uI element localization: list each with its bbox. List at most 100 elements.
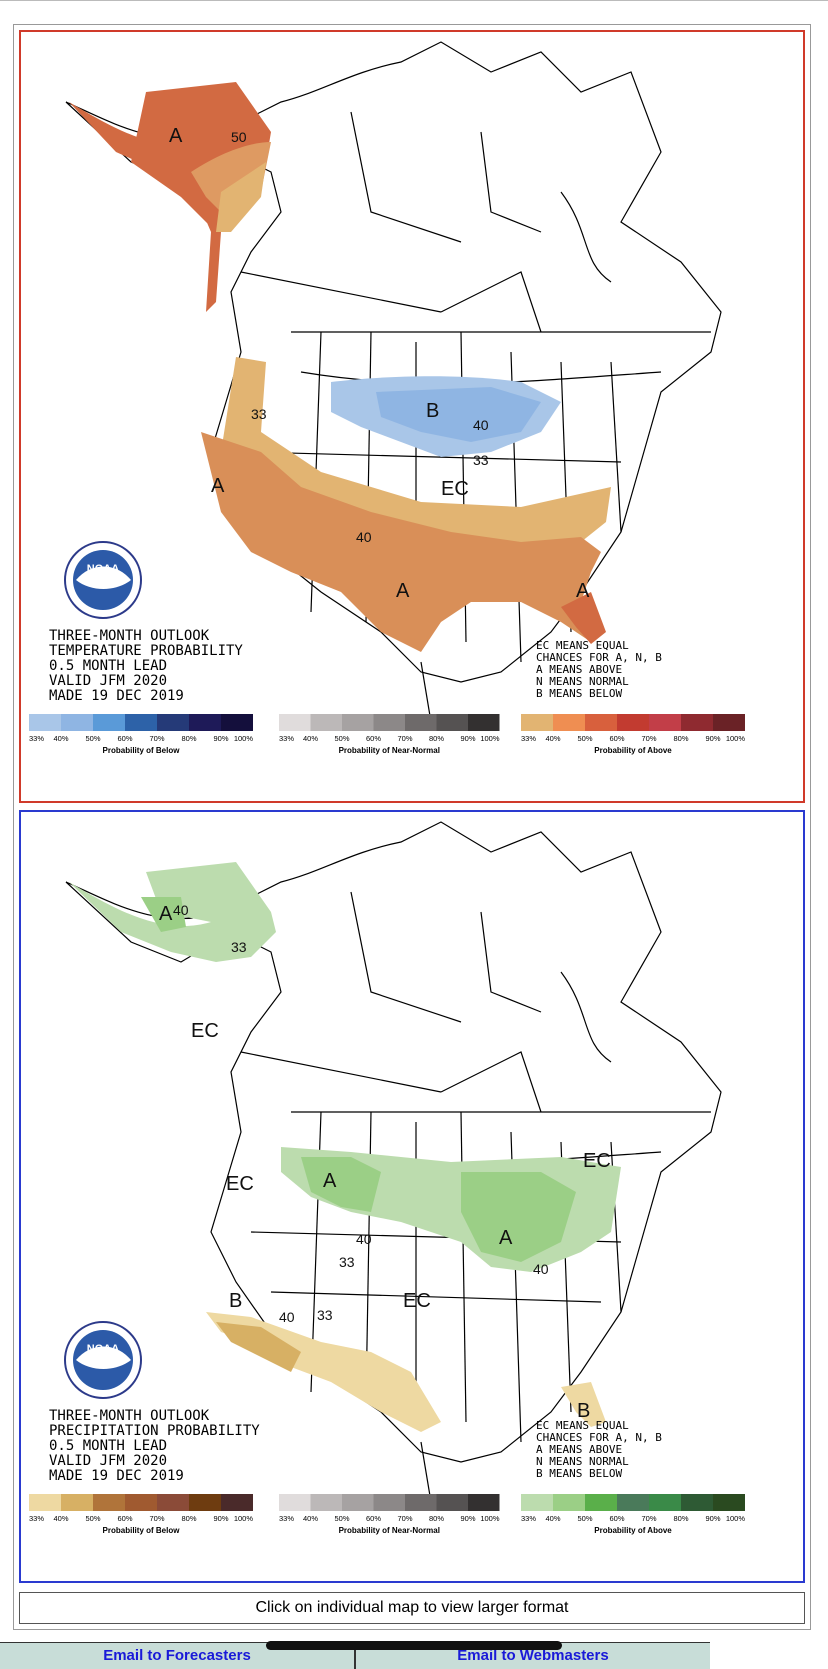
colorbar-swatch <box>405 714 437 731</box>
colorbar-swatch <box>373 714 405 731</box>
alaska-above-33 <box>216 162 266 232</box>
map-legend-text: EC MEANS EQUAL CHANCES FOR A, N, B A MEA… <box>536 1419 662 1480</box>
southwest-dry-40 <box>216 1322 301 1372</box>
colorbar-tick-label: 50% <box>334 1514 349 1523</box>
colorbar-tick-label: 90% <box>213 1514 228 1523</box>
region-label: A <box>396 580 410 602</box>
region-label: 33 <box>339 1254 355 1270</box>
south-above-33 <box>221 357 611 552</box>
colorbar-swatch <box>553 1494 585 1511</box>
colorbar-tick-label: 40% <box>53 1514 68 1523</box>
colorbar-swatch <box>553 714 585 731</box>
top-divider <box>0 0 828 1</box>
colorbar-tick-label: 70% <box>397 734 412 743</box>
south-above-40 <box>201 432 601 652</box>
email-forecasters-link[interactable]: Email to Forecasters <box>0 1643 356 1669</box>
svg-text:B MEANS BELOW: B MEANS BELOW <box>536 1467 622 1480</box>
region-label: EC <box>191 1020 219 1042</box>
map-info-text: THREE-MONTH OUTLOOK PRECIPITATION PROBAB… <box>49 1408 260 1484</box>
colorbar-title: Probability of Near-Normal <box>339 1526 440 1535</box>
colorbar-tick-label: 90% <box>460 1514 475 1523</box>
alaska-above-region <box>69 82 271 312</box>
northwest-wet-40 <box>301 1157 381 1212</box>
colorbar-title: Probability of Above <box>594 746 672 755</box>
svg-text:B MEANS BELOW: B MEANS BELOW <box>536 687 622 700</box>
region-label: B <box>426 400 439 422</box>
colorbar-swatch <box>649 714 681 731</box>
svg-text:0.5 MONTH LEAD: 0.5 MONTH LEAD <box>49 658 167 674</box>
svg-text:CHANCES FOR A, N, B: CHANCES FOR A, N, B <box>536 651 662 664</box>
colorbar-tick-label: 60% <box>609 1514 624 1523</box>
svg-text:CHANCES FOR A, N, B: CHANCES FOR A, N, B <box>536 1431 662 1444</box>
colorbar-tick-label: 33% <box>521 1514 536 1523</box>
ohio-wet-40 <box>461 1172 576 1262</box>
svg-text:VALID JFM 2020: VALID JFM 2020 <box>49 673 167 689</box>
region-label: 40 <box>356 1231 372 1247</box>
svg-text:MADE 19 DEC 2019: MADE 19 DEC 2019 <box>49 1468 184 1484</box>
svg-text:EC MEANS EQUAL: EC MEANS EQUAL <box>536 639 629 652</box>
svg-text:N MEANS NORMAL: N MEANS NORMAL <box>536 675 629 688</box>
colorbar-title: Probability of Below <box>103 746 181 755</box>
colorbar-swatch <box>468 1494 500 1511</box>
colorbar-tick-label: 60% <box>117 734 132 743</box>
region-label: 33 <box>251 406 267 422</box>
colorbar-tick-label: 70% <box>149 1514 164 1523</box>
region-label: A <box>211 475 225 497</box>
colorbar-tick-label: 80% <box>429 734 444 743</box>
colorbar-swatch <box>221 1494 253 1511</box>
colorbar-tick-label: 100% <box>726 734 746 743</box>
region-label: 40 <box>533 1261 549 1277</box>
region-label: A <box>169 125 183 147</box>
colorbar-tick-label: 100% <box>234 734 254 743</box>
colorbar-swatch <box>468 714 500 731</box>
colorbar-tick-label: 40% <box>303 1514 318 1523</box>
colorbar-swatch <box>405 1494 437 1511</box>
below-40-region <box>376 387 541 442</box>
colorbar-tick-label: 40% <box>545 734 560 743</box>
temperature-outlook-map[interactable]: A 50 33 A 40 A A B 40 33 EC NOAA THREE-M… <box>19 30 805 803</box>
colorbar-title: Probability of Below <box>103 1526 181 1535</box>
colorbar-tick-label: 80% <box>181 734 196 743</box>
colorbar-swatch <box>93 1494 125 1511</box>
colorbar-tick-label: 60% <box>117 1514 132 1523</box>
svg-text:MADE 19 DEC 2019: MADE 19 DEC 2019 <box>49 688 184 704</box>
colorbar-tick-label: 33% <box>29 1514 44 1523</box>
colorbar-tick-label: 80% <box>673 734 688 743</box>
colorbar-swatch <box>649 1494 681 1511</box>
colorbar-swatch <box>157 1494 189 1511</box>
noaa-logo: NOAA <box>64 1321 142 1399</box>
colorbar-tick-label: 33% <box>279 1514 294 1523</box>
region-label: 33 <box>231 939 247 955</box>
map-info-text: THREE-MONTH OUTLOOK TEMPERATURE PROBABIL… <box>49 628 243 704</box>
region-label: 33 <box>317 1307 333 1323</box>
colorbar-tick-label: 90% <box>213 734 228 743</box>
colorbar-swatch <box>373 1494 405 1511</box>
colorbar-swatch <box>617 1494 649 1511</box>
colorbar-tick-label: 33% <box>29 734 44 743</box>
region-label: 50 <box>231 129 247 145</box>
colorbar-tick-label: 50% <box>334 734 349 743</box>
colorbar-tick-label: 70% <box>641 1514 656 1523</box>
precipitation-outlook-map[interactable]: A 40 33 EC EC A 40 33 A 40 EC B 40 33 EC… <box>19 810 805 1583</box>
region-label: EC <box>403 1290 431 1312</box>
colorbar-swatch <box>93 714 125 731</box>
map-legend-text: EC MEANS EQUAL CHANCES FOR A, N, B A MEA… <box>536 639 662 700</box>
florida-dry-33 <box>561 1382 606 1427</box>
scroll-indicator <box>266 1641 562 1650</box>
colorbar-tick-label: 80% <box>673 1514 688 1523</box>
svg-text:NOAA: NOAA <box>87 1343 119 1355</box>
svg-text:THREE-MONTH OUTLOOK: THREE-MONTH OUTLOOK <box>49 1408 210 1424</box>
email-webmasters-link[interactable]: Email to Webmasters <box>457 1647 609 1664</box>
colorbar-swatch <box>61 1494 93 1511</box>
svg-text:0.5 MONTH LEAD: 0.5 MONTH LEAD <box>49 1438 167 1454</box>
colorbar-tick-label: 40% <box>303 734 318 743</box>
svg-text:THREE-MONTH OUTLOOK: THREE-MONTH OUTLOOK <box>49 628 210 644</box>
colorbar-swatch <box>125 1494 157 1511</box>
colorbar-group: 33% 40% 50% 60% 70% 80% 90% 100% Probability of … <box>29 714 745 755</box>
svg-text:NOAA: NOAA <box>87 563 119 575</box>
noaa-logo: NOAA <box>64 541 142 619</box>
svg-text:TEMPERATURE PROBABILITY: TEMPERATURE PROBABILITY <box>49 643 243 659</box>
colorbar-tick-label: 60% <box>366 1514 381 1523</box>
florida-above-50 <box>561 592 606 644</box>
alaska-wet-40 <box>141 897 186 932</box>
